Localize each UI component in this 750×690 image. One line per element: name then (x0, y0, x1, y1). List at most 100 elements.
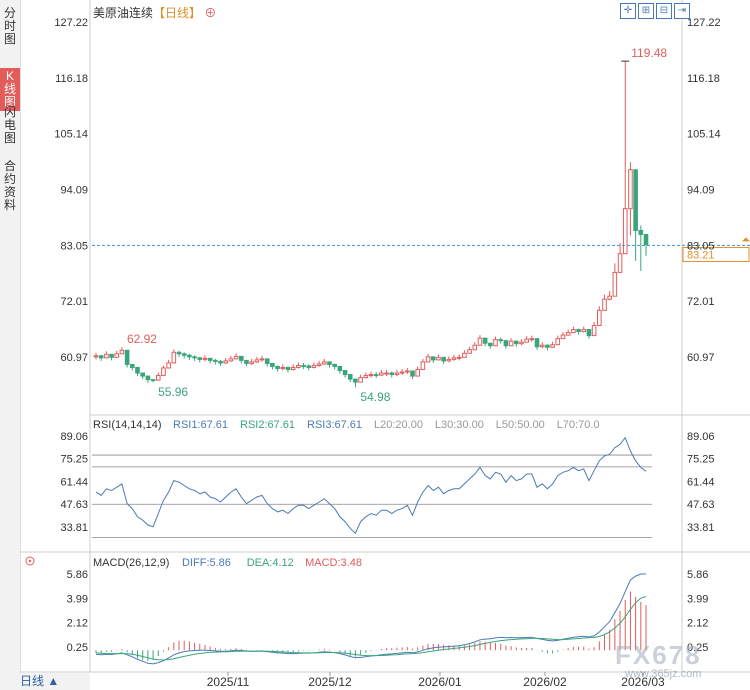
candle-body[interactable] (384, 372, 389, 375)
candle-body[interactable] (524, 338, 529, 343)
candle-body[interactable] (368, 374, 374, 377)
candle-body[interactable] (124, 349, 130, 365)
candle-body[interactable] (462, 352, 467, 358)
side-tab-0[interactable]: 分时图 (3, 6, 16, 46)
candle-body[interactable] (145, 375, 151, 381)
candle-body[interactable] (436, 356, 441, 361)
candle-body[interactable] (513, 340, 519, 345)
candle-body[interactable] (327, 361, 332, 365)
candle-body[interactable] (358, 377, 363, 383)
candle-body[interactable] (249, 361, 254, 364)
candle-body[interactable] (581, 329, 587, 333)
candle-body[interactable] (140, 372, 145, 377)
candle-body[interactable] (597, 309, 602, 326)
candle-body[interactable] (643, 233, 649, 246)
candle-body[interactable] (280, 366, 286, 369)
candle-body[interactable] (176, 351, 182, 355)
candle-body[interactable] (150, 379, 156, 382)
candle-body[interactable] (373, 374, 379, 377)
candle-body[interactable] (306, 365, 312, 368)
candle-body[interactable] (218, 360, 223, 364)
candle-body[interactable] (622, 208, 628, 255)
candle-body[interactable] (472, 344, 478, 351)
candle-body[interactable] (571, 329, 576, 334)
candle-body[interactable] (410, 370, 415, 377)
candle-body[interactable] (290, 366, 296, 370)
candle-body[interactable] (285, 366, 291, 370)
candle-body[interactable] (379, 372, 384, 376)
candle-body[interactable] (316, 363, 322, 366)
candle-body[interactable] (270, 362, 275, 367)
candle-body[interactable] (311, 364, 317, 368)
candle-body[interactable] (591, 324, 597, 337)
candle-body[interactable] (508, 340, 514, 347)
candle-body[interactable] (363, 375, 369, 379)
candle-body[interactable] (394, 372, 400, 376)
candle-body[interactable] (441, 356, 446, 362)
period-label[interactable]: 【日线】 (153, 6, 202, 20)
candle-body[interactable] (617, 253, 623, 273)
candle-body[interactable] (264, 358, 270, 364)
candle-body[interactable] (503, 340, 509, 347)
candle-body[interactable] (228, 358, 234, 362)
candle-body[interactable] (628, 169, 633, 210)
period-selector[interactable]: 日线 ▲ (20, 673, 90, 690)
candle-body[interactable] (213, 359, 218, 362)
expand-icon[interactable]: ✛ (620, 3, 636, 19)
candle-body[interactable] (425, 356, 431, 363)
side-tab-2[interactable]: 闪电图 (3, 105, 16, 145)
candle-body[interactable] (93, 355, 99, 358)
candle-body[interactable] (332, 363, 337, 367)
candle-body[interactable] (565, 332, 571, 336)
candle-body[interactable] (130, 363, 135, 368)
candle-body[interactable] (493, 339, 498, 347)
candle-body[interactable] (244, 359, 249, 364)
candle-body[interactable] (353, 378, 358, 383)
candle-body[interactable] (155, 375, 161, 381)
crosshair-icon[interactable] (25, 556, 35, 566)
candle-body[interactable] (171, 351, 177, 364)
candle-body[interactable] (254, 359, 260, 363)
candle-body[interactable] (296, 364, 301, 368)
candle-body[interactable] (534, 338, 540, 348)
candle-body[interactable] (114, 353, 120, 358)
candle-body[interactable] (399, 371, 405, 374)
candle-body[interactable] (181, 353, 187, 356)
candle-body[interactable] (446, 358, 452, 362)
candle-body[interactable] (612, 271, 618, 297)
candle-body[interactable] (202, 357, 208, 360)
candle-body[interactable] (482, 337, 488, 344)
scroll-end-icon[interactable]: ⇥ (674, 3, 690, 19)
candle-body[interactable] (389, 372, 395, 376)
candle-body[interactable] (586, 329, 592, 337)
candle-body[interactable] (259, 358, 265, 361)
candle-body[interactable] (223, 360, 229, 364)
candle-body[interactable] (467, 349, 472, 354)
candle-body[interactable] (337, 365, 343, 372)
candle-body[interactable] (488, 342, 493, 347)
candle-body[interactable] (192, 356, 197, 359)
candle-body[interactable] (550, 344, 555, 348)
candle-body[interactable] (135, 366, 140, 374)
candle-body[interactable] (347, 374, 353, 380)
zoom-out-icon[interactable]: ⊟ (656, 3, 672, 19)
candle-body[interactable] (207, 357, 213, 361)
candle-body[interactable] (98, 355, 104, 359)
zoom-in-icon[interactable]: ⊞ (638, 3, 654, 19)
candle-body[interactable] (197, 357, 203, 360)
candle-body[interactable] (415, 368, 420, 377)
side-tab-3[interactable]: 合约资料 (3, 159, 16, 212)
candle-body[interactable] (430, 356, 436, 361)
candle-body[interactable] (451, 357, 457, 360)
candle-body[interactable] (498, 339, 504, 342)
candle-body[interactable] (477, 337, 483, 346)
candle-body[interactable] (555, 338, 561, 346)
candle-body[interactable] (166, 362, 171, 369)
candle-body[interactable] (109, 353, 114, 358)
candle-body[interactable] (602, 298, 607, 311)
candle-body[interactable] (519, 341, 524, 345)
candle-body[interactable] (233, 355, 239, 360)
candle-body[interactable] (539, 344, 545, 348)
candle-body[interactable] (119, 349, 125, 355)
